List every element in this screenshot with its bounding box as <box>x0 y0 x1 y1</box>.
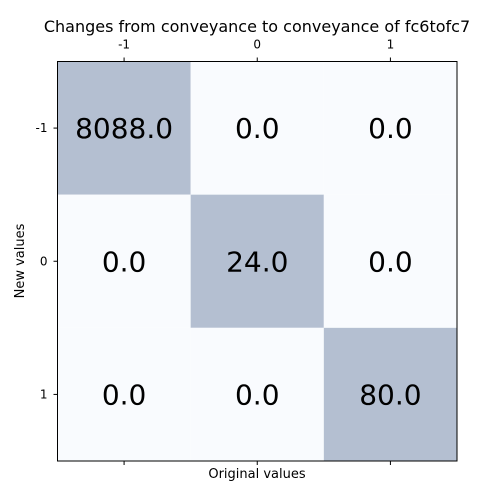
y-axis-label: New values <box>13 223 28 298</box>
cell-value-label-r2-c0: 0.0 <box>102 378 147 411</box>
y-tick-label-0: -1 <box>36 121 48 135</box>
cell-value-label-r1-c1: 24.0 <box>226 245 288 278</box>
cell-value-label-r2-c2: 80.0 <box>359 378 421 411</box>
chart-title: Changes from conveyance to conveyance of… <box>44 17 470 36</box>
x-tick-label-2: 1 <box>387 38 395 52</box>
y-axis-ticks: -1 0 1 <box>36 121 58 401</box>
cell-value-label-r0-c0: 8088.0 <box>75 112 173 145</box>
x-tick-label-1: 0 <box>253 38 261 52</box>
x-axis-label: Original values <box>208 467 306 482</box>
cell-value-label-r2-c1: 0.0 <box>235 378 280 411</box>
cell-value-label-r1-c0: 0.0 <box>102 245 147 278</box>
cell-value-label-r0-c2: 0.0 <box>368 112 413 145</box>
y-tick-label-2: 1 <box>40 387 48 401</box>
y-tick-label-1: 0 <box>40 254 48 268</box>
cell-value-label-r0-c1: 0.0 <box>235 112 280 145</box>
cell-value-label-r1-c2: 0.0 <box>368 245 413 278</box>
x-tick-label-0: -1 <box>118 38 130 52</box>
